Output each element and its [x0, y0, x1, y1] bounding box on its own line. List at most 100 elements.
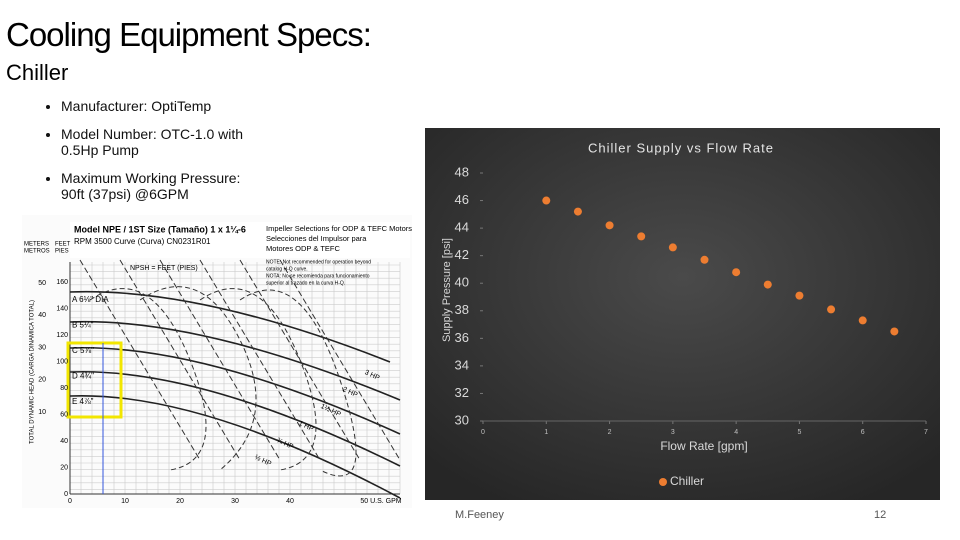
- x-tick-label: 5: [797, 429, 801, 436]
- impeller-curve: [69, 346, 401, 435]
- x-tick-label: 1: [544, 429, 548, 436]
- image-meter-tick: 20: [38, 377, 46, 384]
- image-npsh: NPSH = FEET (PIES): [130, 265, 198, 272]
- impeller-label: E 4⅞": [72, 397, 94, 406]
- efficiency-curve: [239, 289, 357, 477]
- image-feet-tick: 100: [56, 358, 68, 365]
- chart-area: [425, 128, 940, 500]
- data-point: [700, 255, 709, 264]
- hp-curve: [279, 259, 401, 461]
- impeller-label: C 5⅞": [72, 346, 94, 355]
- image-feet-tick: 80: [60, 385, 68, 392]
- bullet-list: Manufacturer: OptiTemp Model Number: OTC-…: [28, 98, 266, 214]
- image-meter-tick: 10: [38, 409, 46, 416]
- image-unit: PIES: [55, 249, 69, 255]
- hp-curve: [199, 259, 321, 461]
- image-x-tick: 30: [231, 498, 239, 505]
- image-selection: Selecciones del Impulsor para: [266, 234, 367, 243]
- page-number: 12: [874, 509, 887, 521]
- image-x-tick: 20: [176, 498, 184, 505]
- data-point: [605, 221, 614, 230]
- data-point: [668, 243, 677, 252]
- image-feet-tick: 120: [56, 332, 68, 339]
- bullet: Model Number: OTC-1.0 with 0.5Hp Pump: [61, 126, 266, 158]
- x-tick-label: 4: [734, 429, 738, 436]
- slide-subtitle: Chiller: [6, 60, 69, 85]
- x-tick-label: 2: [608, 429, 612, 436]
- data-point: [637, 232, 646, 241]
- image-feet-tick: 140: [56, 305, 68, 312]
- hp-curve: [239, 259, 361, 461]
- efficiency-curve: [199, 288, 317, 471]
- image-title: RPM 3500 Curve (Curva) CN0231R01: [74, 237, 211, 246]
- efficiency-curve: [139, 286, 257, 471]
- impeller-label: D 4¾": [72, 372, 94, 381]
- data-point: [542, 196, 551, 205]
- footer-author: M.Feeney: [455, 509, 504, 521]
- x-tick-label: 3: [671, 429, 675, 436]
- x-tick-label: 7: [924, 429, 928, 436]
- image-unit: METROS: [24, 249, 50, 255]
- image-note: superior al trazado en la curva H-Q.: [266, 280, 345, 286]
- data-point: [763, 280, 772, 289]
- hp-curve: [79, 259, 201, 461]
- y-tick-label: 38: [455, 302, 469, 317]
- image-title: Model NPE / 1ST Size (Tamaño) 1 x 1¼-6: [74, 224, 246, 234]
- image-x-tick: 0: [68, 498, 72, 505]
- impeller-label: A 6⅛" DIA: [72, 295, 109, 304]
- image-header: [70, 222, 410, 258]
- image-meter-tick: 50: [38, 280, 46, 287]
- image-feet-tick: 40: [60, 438, 68, 445]
- image-meter-tick: 30: [38, 344, 46, 351]
- y-tick-label: 32: [455, 385, 469, 400]
- data-point: [573, 207, 582, 216]
- y-tick-label: 48: [455, 164, 469, 179]
- efficiency-curve: [89, 288, 207, 471]
- data-point: [890, 327, 899, 336]
- y-tick-label: 34: [455, 357, 469, 372]
- impeller-curve: [69, 320, 401, 401]
- impeller-curve: [69, 394, 401, 499]
- image-note: NOTE: Not recommended for operation beyo…: [266, 259, 371, 265]
- bullet: Manufacturer: OptiTemp: [61, 98, 266, 114]
- hp-curve: [159, 259, 281, 461]
- y-tick-label: 44: [455, 220, 469, 235]
- image-y-axis: TOTAL DYNAMIC HEAD (CARGA DINAMICA TOTAL…: [30, 300, 36, 444]
- data-point: [858, 316, 867, 325]
- image-feet-tick: 60: [60, 411, 68, 418]
- y-tick-label: 36: [455, 330, 469, 345]
- legend-label: Chiller: [670, 474, 704, 488]
- data-point: [827, 305, 836, 314]
- legend-marker: [659, 478, 667, 486]
- image-x-tick: 10: [121, 498, 129, 505]
- data-point: [732, 268, 741, 277]
- image-feet-tick: 20: [60, 464, 68, 471]
- image-unit: FEET: [55, 242, 71, 248]
- hp-curve: [119, 259, 241, 461]
- x-axis-label: Flow Rate [gpm]: [660, 439, 747, 453]
- y-tick-label: 46: [455, 192, 469, 207]
- highlight-box: [66, 341, 123, 419]
- y-tick-label: 30: [455, 412, 469, 427]
- x-tick-label: 6: [861, 429, 865, 436]
- image-unit: METERS: [24, 242, 49, 248]
- image-feet-tick: 160: [56, 279, 68, 286]
- image-note: NOTA: No se recomienda para funcionamien…: [266, 273, 370, 279]
- y-tick-label: 40: [455, 275, 469, 290]
- data-point: [795, 291, 804, 300]
- image-selection: Impeller Selections for ODP & TEFC Motor…: [266, 224, 412, 233]
- impeller-label: B 5¼": [72, 321, 94, 330]
- slide-title: Cooling Equipment Specs:: [6, 16, 372, 53]
- chart-title: Chiller Supply vs Flow Rate: [588, 140, 774, 155]
- image-selection: Motores ODP & TEFC: [266, 244, 340, 253]
- pump-curve-image: [22, 215, 412, 508]
- image-feet-tick: 0: [64, 491, 68, 498]
- x-tick-label: 0: [481, 429, 485, 436]
- image-x-tick: 50 U.S. GPM: [360, 498, 401, 505]
- image-meter-tick: 40: [38, 312, 46, 319]
- bullet: Maximum Working Pressure: 90ft (37psi) @…: [61, 170, 266, 202]
- y-tick-label: 42: [455, 247, 469, 262]
- image-x-tick: 40: [286, 498, 294, 505]
